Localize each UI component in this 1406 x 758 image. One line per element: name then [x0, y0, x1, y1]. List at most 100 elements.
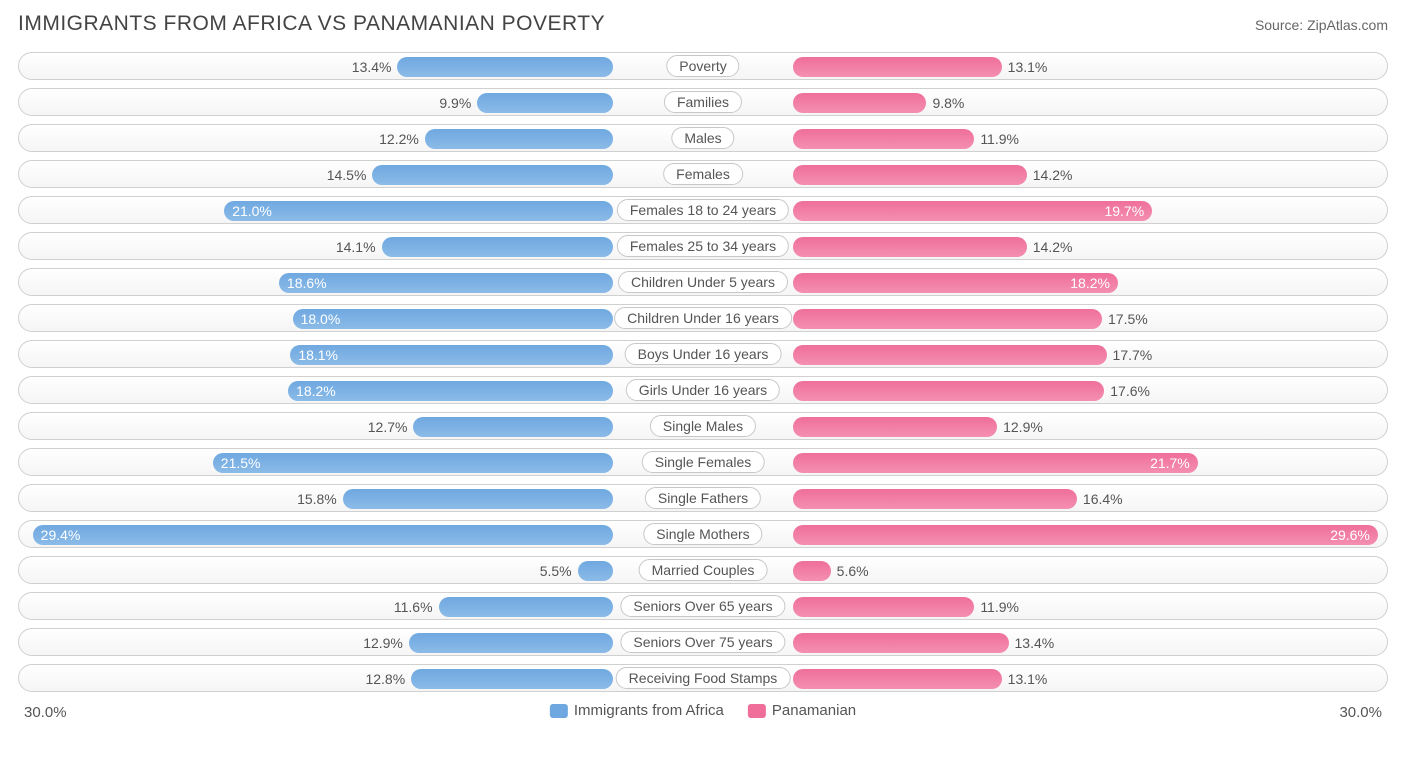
diverging-bar-chart: 13.4%13.1%Poverty9.9%9.8%Families12.2%11… [18, 52, 1388, 692]
value-right: 9.8% [932, 89, 964, 117]
value-left: 18.1% [298, 341, 338, 369]
bar-left [425, 129, 613, 149]
value-left: 21.0% [232, 197, 272, 225]
value-right: 14.2% [1033, 233, 1073, 261]
chart-row: 18.1% 17.7% Boys Under 16 years [18, 340, 1388, 368]
value-left: 15.8% [297, 485, 337, 513]
bar-left [343, 489, 613, 509]
bar-right [793, 201, 1152, 221]
chart-row: 12.7%12.9%Single Males [18, 412, 1388, 440]
value-right: 17.5% [1108, 305, 1148, 333]
category-label: Females [663, 163, 743, 185]
value-left: 29.4% [41, 521, 81, 549]
bar-right [793, 561, 831, 581]
chart-row: 15.8%16.4%Single Fathers [18, 484, 1388, 512]
bar-left [578, 561, 613, 581]
bar-right [793, 57, 1002, 77]
chart-row: 14.1% 14.2% Females 25 to 34 years [18, 232, 1388, 260]
legend-swatch-right [748, 704, 766, 718]
legend-item-right: Panamanian [748, 702, 856, 719]
category-label: Families [664, 91, 742, 113]
value-right: 13.1% [1008, 53, 1048, 81]
bar-left [288, 381, 613, 401]
value-right: 19.7% [1104, 197, 1144, 225]
chart-row: 5.5% 5.6% Married Couples [18, 556, 1388, 584]
value-right: 11.9% [980, 125, 1019, 153]
category-label: Single Mothers [643, 523, 762, 545]
chart-row: 18.2%17.6%Girls Under 16 years [18, 376, 1388, 404]
bar-left [213, 453, 613, 473]
legend-label-left: Immigrants from Africa [574, 702, 724, 719]
chart-row: 11.6% 11.9% Seniors Over 65 years [18, 592, 1388, 620]
bar-left [411, 669, 613, 689]
legend: Immigrants from Africa Panamanian [550, 702, 856, 719]
value-left: 12.9% [363, 629, 403, 657]
chart-row: 12.9% 13.4% Seniors Over 75 years [18, 628, 1388, 656]
value-right: 18.2% [1070, 269, 1110, 297]
category-label: Females 18 to 24 years [617, 199, 789, 221]
bar-left [290, 345, 613, 365]
value-right: 16.4% [1083, 485, 1123, 513]
value-right: 12.9% [1003, 413, 1043, 441]
bar-left [397, 57, 613, 77]
bar-right [793, 525, 1378, 545]
bar-left [409, 633, 613, 653]
legend-label-right: Panamanian [772, 702, 856, 719]
bar-right [793, 417, 997, 437]
category-label: Children Under 5 years [618, 271, 788, 293]
chart-row: 12.2% 11.9% Males [18, 124, 1388, 152]
bar-left [372, 165, 613, 185]
bar-left [439, 597, 613, 617]
value-left: 18.0% [301, 305, 341, 333]
value-right: 17.7% [1113, 341, 1153, 369]
value-right: 14.2% [1033, 161, 1073, 189]
category-label: Females 25 to 34 years [617, 235, 789, 257]
bar-right [793, 381, 1104, 401]
category-label: Single Females [642, 451, 765, 473]
value-right: 5.6% [837, 557, 869, 585]
value-left: 14.5% [327, 161, 367, 189]
bar-right [793, 345, 1107, 365]
category-label: Single Males [650, 415, 756, 437]
value-right: 17.6% [1110, 377, 1150, 405]
category-label: Receiving Food Stamps [616, 667, 791, 689]
chart-row: 29.4% 29.6% Single Mothers [18, 520, 1388, 548]
category-label: Males [671, 127, 734, 149]
bar-right [793, 93, 926, 113]
page-title: IMMIGRANTS FROM AFRICA VS PANAMANIAN POV… [18, 12, 605, 36]
category-label: Poverty [666, 55, 739, 77]
value-right: 21.7% [1150, 449, 1190, 477]
category-label: Seniors Over 75 years [620, 631, 785, 653]
bar-right [793, 237, 1027, 257]
bar-left [382, 237, 613, 257]
value-left: 12.8% [365, 665, 405, 693]
value-right: 29.6% [1330, 521, 1370, 549]
value-right: 13.4% [1015, 629, 1055, 657]
category-label: Children Under 16 years [614, 307, 792, 329]
value-left: 13.4% [352, 53, 392, 81]
bar-right [793, 309, 1102, 329]
value-left: 12.2% [379, 125, 419, 153]
bar-left [413, 417, 613, 437]
bar-right [793, 489, 1077, 509]
value-right: 11.9% [980, 593, 1019, 621]
value-left: 21.5% [221, 449, 261, 477]
chart-row: 14.5% 14.2% Females [18, 160, 1388, 188]
chart-row: 9.9%9.8%Families [18, 88, 1388, 116]
value-left: 5.5% [540, 557, 572, 585]
bar-right [793, 129, 974, 149]
bar-right [793, 273, 1118, 293]
value-left: 11.6% [394, 593, 433, 621]
category-label: Boys Under 16 years [625, 343, 782, 365]
category-label: Married Couples [639, 559, 768, 581]
chart-footer: 30.0% Immigrants from Africa Panamanian … [18, 700, 1388, 730]
value-left: 14.1% [336, 233, 376, 261]
bar-right [793, 453, 1198, 473]
chart-row: 18.0% 17.5% Children Under 16 years [18, 304, 1388, 332]
bar-right [793, 165, 1027, 185]
category-label: Seniors Over 65 years [620, 595, 785, 617]
bar-left [293, 309, 613, 329]
chart-row: 18.6%18.2%Children Under 5 years [18, 268, 1388, 296]
bar-left [477, 93, 613, 113]
bar-right [793, 633, 1009, 653]
